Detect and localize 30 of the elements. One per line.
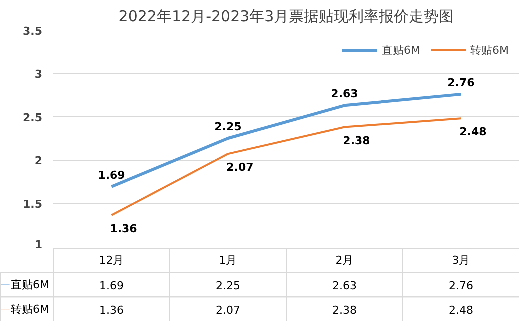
y-tick-label: 2 bbox=[34, 154, 42, 168]
data-label: 2.38 bbox=[343, 134, 370, 148]
data-label: 1.69 bbox=[98, 168, 126, 182]
y-tick-label: 1.5 bbox=[23, 198, 43, 211]
y-tick-label: 3.5 bbox=[23, 25, 43, 38]
text: 2.07 bbox=[216, 304, 241, 317]
x-tick-label: 12月 bbox=[99, 254, 124, 268]
text: 1.69 bbox=[100, 280, 124, 292]
legend-label: 直贴6M bbox=[382, 42, 420, 58]
x-tick-label: 3月 bbox=[452, 254, 470, 268]
data-label: 2.07 bbox=[226, 161, 254, 174]
y-tick-label: 3 bbox=[34, 68, 42, 82]
text: 1.36 bbox=[100, 304, 124, 317]
text: 2.76 bbox=[449, 280, 474, 292]
x-tick-label: 2月 bbox=[336, 254, 354, 268]
data-label: 2.48 bbox=[460, 126, 487, 139]
data-label: 1.36 bbox=[110, 222, 138, 236]
text: 直贴6M bbox=[10, 278, 50, 292]
text: 转贴6M bbox=[10, 302, 50, 316]
data-label: 2.25 bbox=[214, 120, 242, 134]
text: 2.25 bbox=[216, 280, 241, 292]
data-label: 2.76 bbox=[448, 76, 476, 90]
text: 2.63 bbox=[332, 280, 358, 292]
legend-label: 转贴6M bbox=[470, 42, 509, 58]
y-tick-label: 2.5 bbox=[23, 111, 43, 124]
text: 2.48 bbox=[449, 304, 474, 317]
data-label: 2.63 bbox=[331, 88, 358, 101]
text: 2.38 bbox=[332, 304, 358, 317]
chart-title: 2022年12月-2023年3月票据贴现利率报价走势图 bbox=[118, 8, 454, 26]
x-tick-label: 1月 bbox=[219, 254, 238, 268]
